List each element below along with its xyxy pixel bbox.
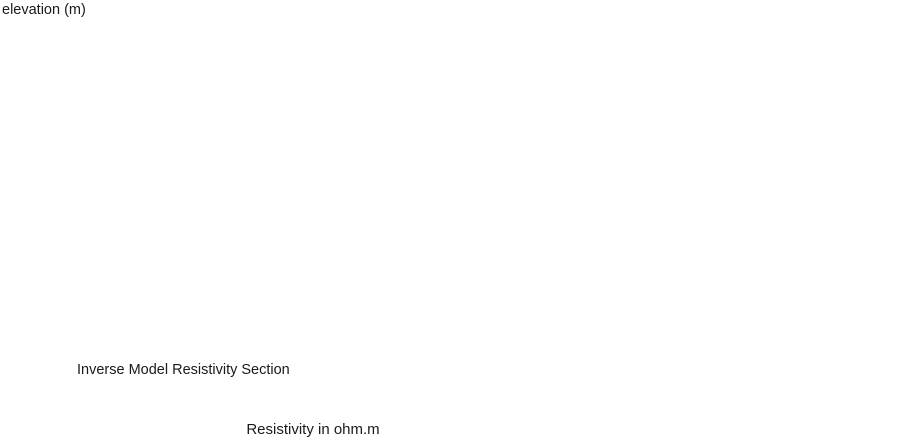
legend-caption: Resistivity in ohm.m [246,421,379,438]
legend-title: Inverse Model Resistivity Section [77,362,290,378]
elevation-axis-title: elevation (m) [2,2,86,18]
